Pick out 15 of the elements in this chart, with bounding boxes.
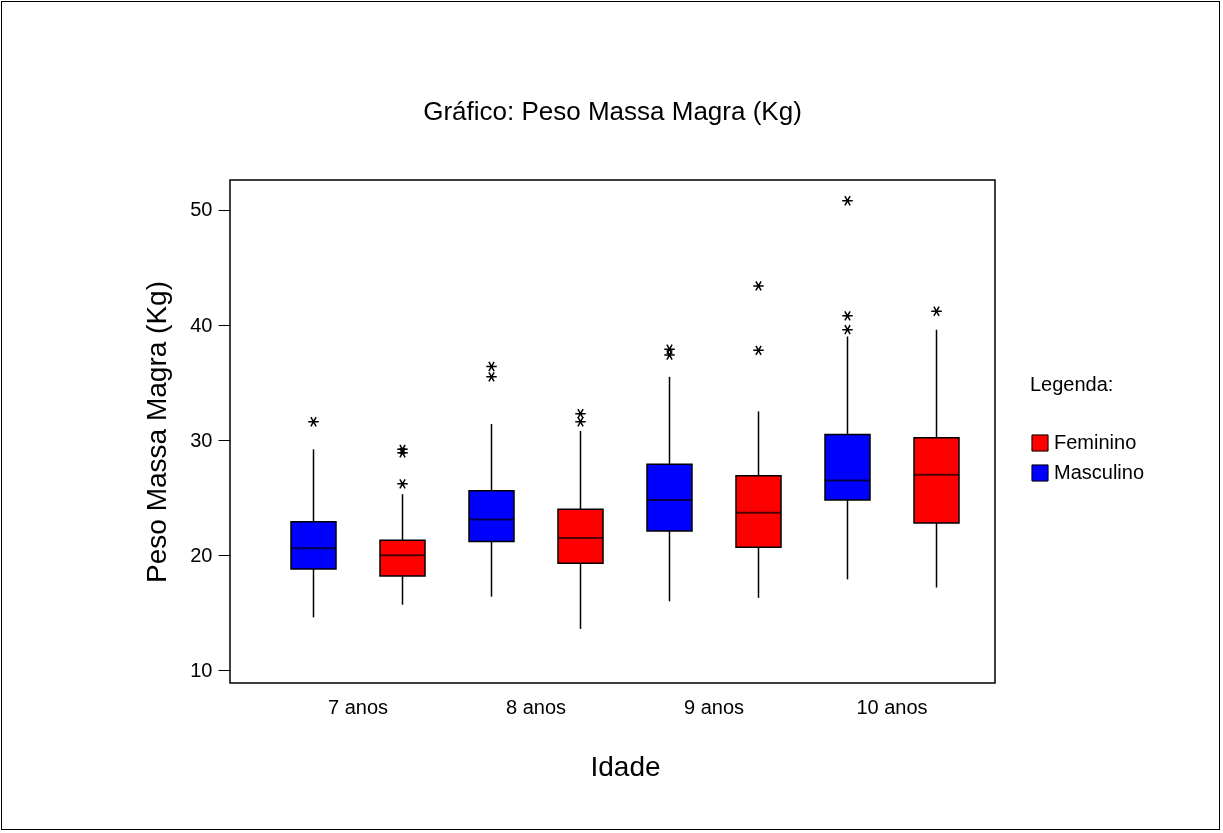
- legend-label: Masculino: [1054, 461, 1145, 483]
- y-tick-label: 10: [190, 658, 213, 681]
- y-tick-label: 50: [190, 198, 213, 221]
- y-tick-label: 20: [190, 543, 213, 566]
- x-tick-label: 8 anos: [505, 695, 567, 718]
- y-tick-label: 40: [190, 313, 213, 336]
- x-axis-title: Idade: [590, 750, 661, 782]
- x-tick-label: 9 anos: [683, 695, 745, 718]
- y-tick-label: 30: [190, 428, 213, 451]
- legend-title: Legenda:: [1030, 373, 1114, 395]
- x-tick-label: 7 anos: [327, 695, 389, 718]
- legend-label: Feminino: [1054, 431, 1137, 453]
- chart-title: Gráfico: Peso Massa Magra (Kg): [423, 96, 802, 126]
- x-tick-label: 10 anos: [856, 695, 928, 718]
- y-axis-title: Peso Massa Magra (Kg): [141, 281, 173, 583]
